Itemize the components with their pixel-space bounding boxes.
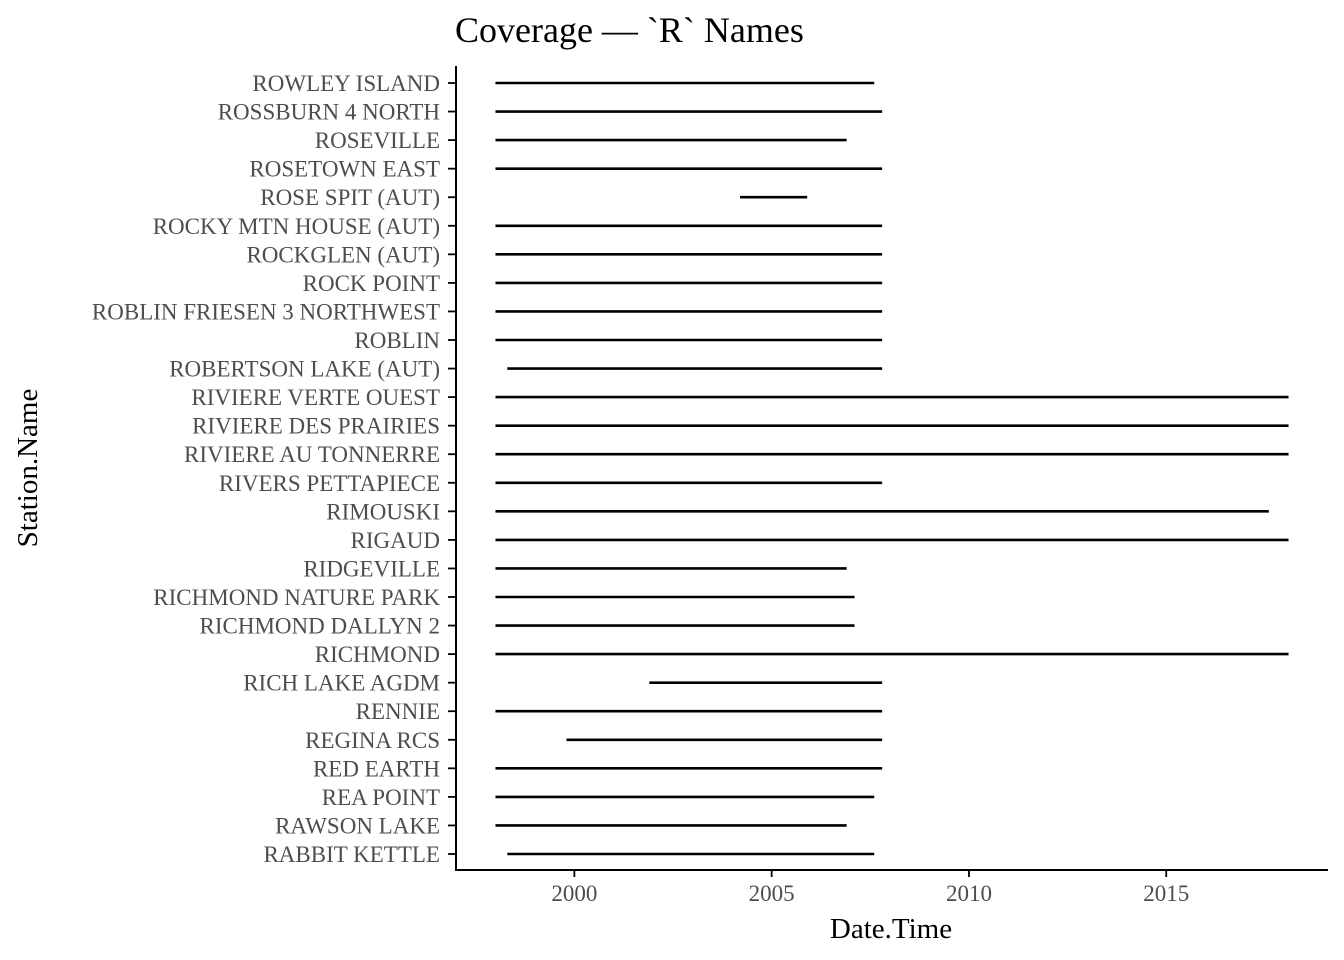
y-tick-label: RABBIT KETTLE xyxy=(263,842,440,867)
x-tick-label: 2015 xyxy=(1143,881,1189,906)
y-tick-label: RICHMOND xyxy=(315,642,440,667)
y-tick-label: ROSEVILLE xyxy=(315,128,440,153)
x-tick-label: 2005 xyxy=(749,881,795,906)
y-tick-label: RIGAUD xyxy=(351,528,440,553)
y-tick-label: ROBLIN xyxy=(354,328,440,353)
y-tick-label: ROWLEY ISLAND xyxy=(252,71,440,96)
y-tick-label: ROCK POINT xyxy=(303,271,440,296)
y-tick-label: RICH LAKE AGDM xyxy=(243,671,440,696)
y-tick-label: ROCKY MTN HOUSE (AUT) xyxy=(153,214,440,239)
chart-title: Coverage — `R` Names xyxy=(455,10,804,50)
y-axis-title: Station.Name xyxy=(12,389,44,548)
x-axis: 2000 2005 2010 2015 xyxy=(455,869,1328,906)
y-tick-label: ROBERTSON LAKE (AUT) xyxy=(169,357,440,382)
y-tick-label: RIVIERE DES PRAIRIES xyxy=(192,414,440,439)
y-ticks-group: RABBIT KETTLE RAWSON LAKE REA POINT RED EAR… xyxy=(92,71,456,867)
y-tick-label: ROSE SPIT (AUT) xyxy=(260,185,440,210)
y-tick-label: RIVIERE VERTE OUEST xyxy=(191,385,440,410)
segments-group xyxy=(495,81,1289,856)
x-tick-label: 2010 xyxy=(946,881,992,906)
y-tick-label: RICHMOND NATURE PARK xyxy=(153,585,440,610)
plot-area: RABBIT KETTLE RAWSON LAKE REA POINT RED EAR… xyxy=(92,66,1328,906)
y-tick-label: ROSSBURN 4 NORTH xyxy=(218,100,440,125)
y-axis: RABBIT KETTLE RAWSON LAKE REA POINT RED EAR… xyxy=(92,66,457,871)
y-tick-label: RICHMOND DALLYN 2 xyxy=(200,614,440,639)
y-tick-label: RENNIE xyxy=(356,699,440,724)
y-tick-label: REGINA RCS xyxy=(305,728,440,753)
y-tick-label: RIDGEVILLE xyxy=(303,556,440,581)
y-tick-label: RAWSON LAKE xyxy=(275,813,440,838)
y-tick-label: RED EARTH xyxy=(313,756,440,781)
y-tick-label: REA POINT xyxy=(322,785,440,810)
y-tick-label: ROBLIN FRIESEN 3 NORTHWEST xyxy=(92,299,440,324)
y-tick-label: RIMOUSKI xyxy=(326,499,440,524)
y-tick-label: RIVERS PETTAPIECE xyxy=(219,471,440,496)
x-ticks-group: 2000 2005 2010 2015 xyxy=(551,870,1189,906)
x-tick-label: 2000 xyxy=(551,881,597,906)
x-axis-title: Date.Time xyxy=(830,913,952,945)
y-tick-label: ROCKGLEN (AUT) xyxy=(246,242,440,267)
y-tick-label: RIVIERE AU TONNERRE xyxy=(184,442,440,467)
y-tick-label: ROSETOWN EAST xyxy=(249,157,440,182)
